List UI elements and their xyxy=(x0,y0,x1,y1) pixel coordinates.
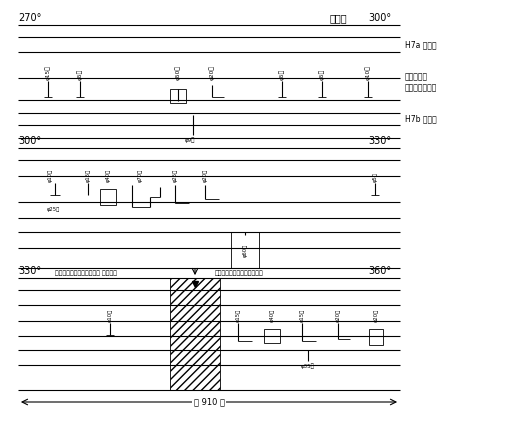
Text: 270°: 270° xyxy=(18,13,41,23)
Text: 330°: 330° xyxy=(18,266,41,276)
Text: φ40㎜: φ40㎜ xyxy=(106,169,110,182)
Text: φ15㎜: φ15㎜ xyxy=(235,308,240,322)
Text: φ9㎜: φ9㎜ xyxy=(185,137,195,143)
Text: φ10㎜: φ10㎜ xyxy=(108,308,112,322)
Text: シュラウドサポートリング 溶接接線: シュラウドサポートリング 溶接接線 xyxy=(55,270,117,276)
Text: 300°: 300° xyxy=(368,13,391,23)
Text: φ10㎜: φ10㎜ xyxy=(365,65,371,80)
Text: φ20㎜: φ20㎜ xyxy=(209,65,215,80)
Text: φ5㎜: φ5㎜ xyxy=(319,69,325,80)
Text: φ40㎜: φ40㎜ xyxy=(269,308,275,322)
Text: 下部胴: 下部胴 xyxy=(330,13,347,23)
Text: φ5㎜: φ5㎜ xyxy=(279,69,285,80)
Text: 約 910 ㎜: 約 910 ㎜ xyxy=(193,397,224,407)
Text: φ15㎜: φ15㎜ xyxy=(45,65,51,80)
Text: 干渉物による点検不可能範囲: 干渉物による点検不可能範囲 xyxy=(215,270,264,276)
Text: 300°: 300° xyxy=(18,136,41,146)
Text: φ25㎜: φ25㎜ xyxy=(173,169,177,182)
Text: 330°: 330° xyxy=(368,136,391,146)
Text: φ20㎜: φ20㎜ xyxy=(335,308,341,322)
Text: φ70㎜: φ70㎜ xyxy=(137,169,143,182)
Bar xyxy=(231,232,259,268)
Text: φ5㎜: φ5㎜ xyxy=(372,172,378,182)
Bar xyxy=(100,189,116,205)
Text: φ50㎜: φ50㎜ xyxy=(175,65,181,80)
Text: φ20㎜: φ20㎜ xyxy=(373,308,379,322)
Text: H7a 溶接線: H7a 溶接線 xyxy=(405,40,437,49)
Text: φ60㎜: φ60㎜ xyxy=(242,243,248,257)
Text: φ5㎜: φ5㎜ xyxy=(77,69,83,80)
Text: φ35㎜: φ35㎜ xyxy=(301,363,315,369)
Text: シュラウド
サポートリング: シュラウド サポートリング xyxy=(405,73,437,92)
Bar xyxy=(170,89,186,103)
Text: 360°: 360° xyxy=(368,266,391,276)
Text: φ15㎜: φ15㎜ xyxy=(299,308,305,322)
Text: H7b 溶接線: H7b 溶接線 xyxy=(405,115,437,123)
Text: φ25㎜: φ25㎜ xyxy=(46,207,60,212)
Text: φ15㎜: φ15㎜ xyxy=(86,169,90,182)
Bar xyxy=(170,278,220,390)
Text: φ20㎜: φ20㎜ xyxy=(203,169,208,182)
Text: φ10㎜: φ10㎜ xyxy=(48,169,53,182)
Bar xyxy=(264,328,280,343)
Bar xyxy=(369,328,383,344)
